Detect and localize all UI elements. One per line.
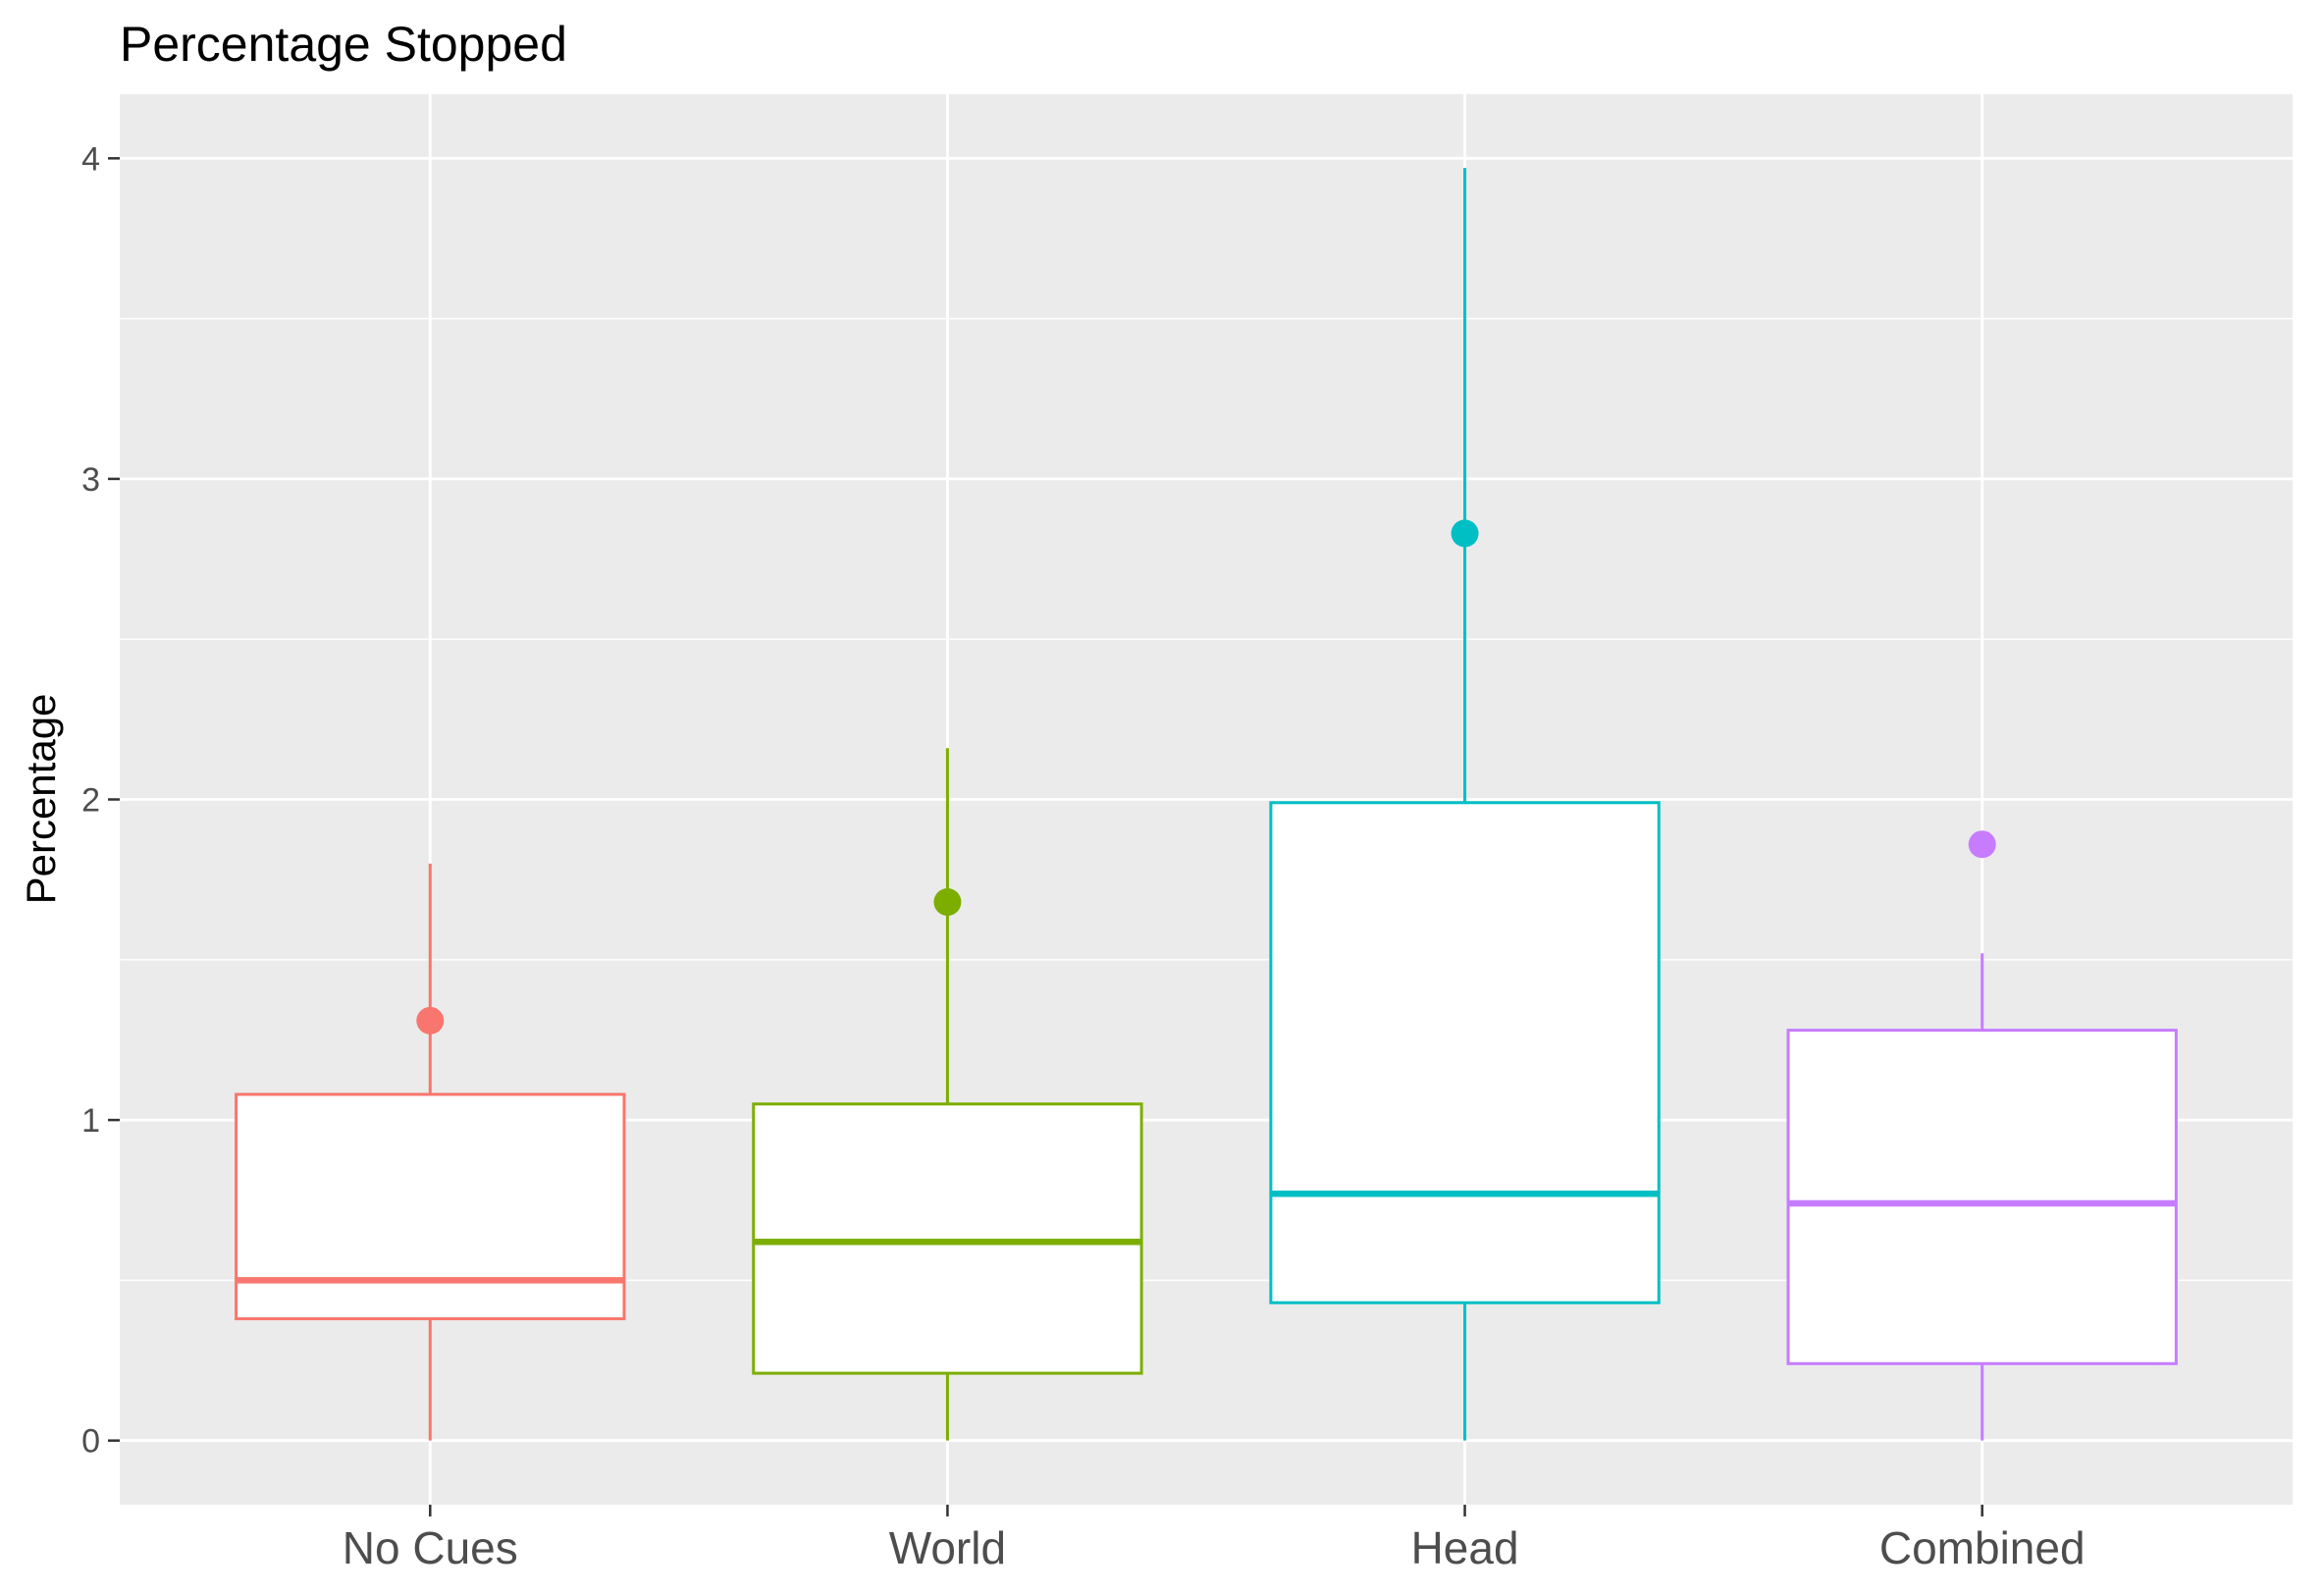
outlier-point bbox=[1451, 519, 1479, 548]
boxes-layer bbox=[235, 168, 2178, 1441]
x-tick-label: Head bbox=[1411, 1522, 1519, 1573]
y-tick-label: 4 bbox=[81, 140, 100, 178]
y-tick-label: 2 bbox=[81, 782, 100, 820]
y-tick-label: 1 bbox=[81, 1102, 100, 1140]
box-iqr bbox=[1786, 1029, 2178, 1365]
x-axis: No Cues World Head Combined bbox=[343, 1505, 2086, 1573]
outlier-point bbox=[933, 888, 962, 917]
y-axis-label: Percentage bbox=[18, 694, 64, 905]
y-axis: 0 1 2 3 4 bbox=[81, 140, 120, 1461]
box-combined bbox=[1786, 830, 2178, 1441]
y-tick-label: 3 bbox=[81, 461, 100, 499]
outlier-point bbox=[1968, 830, 1996, 859]
x-tick-label: No Cues bbox=[343, 1522, 518, 1573]
box-iqr bbox=[752, 1102, 1143, 1375]
box-iqr bbox=[1269, 801, 1661, 1304]
x-tick-label: Combined bbox=[1879, 1522, 2086, 1573]
outlier-point bbox=[416, 1006, 445, 1035]
box-iqr bbox=[235, 1092, 626, 1321]
chart-title: Percentage Stopped bbox=[120, 17, 567, 72]
y-tick-label: 0 bbox=[81, 1423, 100, 1461]
x-tick-label: World bbox=[889, 1522, 1006, 1573]
box-no-cues bbox=[235, 863, 626, 1441]
box-world bbox=[752, 748, 1143, 1441]
box-head bbox=[1269, 168, 1661, 1441]
